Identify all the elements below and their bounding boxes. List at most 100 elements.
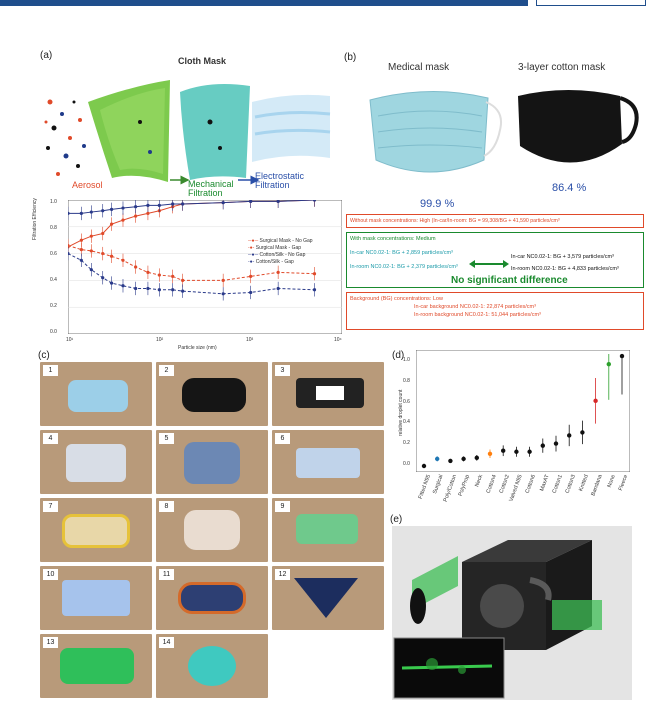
ear-loop <box>483 101 502 157</box>
data-point <box>134 214 138 218</box>
data-point <box>89 210 93 214</box>
data-point <box>276 286 280 291</box>
data-point <box>249 290 253 295</box>
mask-photo-9: 9 <box>272 498 384 562</box>
laser-sheet-right <box>552 600 602 630</box>
mask-photo-7: 7 <box>40 498 152 562</box>
x-tick-label: Cotton3 <box>564 474 577 495</box>
data-point <box>312 200 317 202</box>
data-point <box>171 202 175 206</box>
data-point <box>567 433 572 438</box>
data-point <box>171 274 175 278</box>
no-mask-box: Without mask concentrations: High (In-ca… <box>346 214 644 228</box>
data-point <box>221 292 225 296</box>
x-tick-label: MaxAT <box>538 474 551 493</box>
photo-number: 8 <box>159 501 174 512</box>
photo-number: 5 <box>159 433 174 444</box>
photo-number: 10 <box>43 569 58 580</box>
series-line-1 <box>68 245 315 281</box>
data-point <box>249 200 253 203</box>
panel-b-label: (b) <box>344 52 357 63</box>
data-point <box>146 211 150 215</box>
x-tick-label: Fleece <box>618 474 630 492</box>
background-title: Background (BG) concentrations: Low <box>350 296 443 302</box>
panel-a-label: (a) <box>40 50 53 61</box>
background-car: In-car background NC0.02-1: 22,874 parti… <box>414 304 536 310</box>
data-point <box>312 288 317 292</box>
with-mask-title: With mask concentrations: Medium <box>350 236 436 242</box>
header-bar <box>0 0 528 6</box>
background-room: In-room background NC0.02-1: 51,044 part… <box>414 312 541 318</box>
mask-photo-13: 13 <box>40 634 152 698</box>
medical-mask-body <box>369 90 489 173</box>
d-ytick-1: 0.8 <box>403 378 410 384</box>
cotton-mask-body <box>518 90 622 163</box>
data-point <box>619 353 625 359</box>
x-tick-label: None <box>606 474 617 489</box>
data-point <box>89 268 93 272</box>
d-ytick-4: 0.2 <box>403 440 410 446</box>
data-point <box>68 243 70 248</box>
mask-photo-3: 3 <box>272 362 384 426</box>
box-top <box>462 540 592 562</box>
data-point <box>79 238 83 242</box>
photo-number: 7 <box>43 501 58 512</box>
data-point <box>421 463 427 469</box>
panel-d-ylabel: relative droplet count <box>398 389 404 436</box>
a-ytick-5: 0.0 <box>50 329 57 335</box>
data-point <box>221 278 225 282</box>
mask-photo-2: 2 <box>156 362 268 426</box>
photo-number: 2 <box>159 365 174 376</box>
data-point <box>527 449 532 454</box>
cloth-mask-diagram <box>44 80 331 185</box>
data-point <box>68 252 70 256</box>
x-tick-label: Cotton4 <box>485 474 498 495</box>
photo-number: 14 <box>159 637 174 648</box>
data-point <box>501 448 506 453</box>
data-point <box>101 276 105 280</box>
data-point <box>101 231 105 236</box>
data-point <box>448 458 453 464</box>
double-arrow-icon <box>469 255 509 268</box>
x-tick-label: Poly/Cotton <box>442 474 459 503</box>
data-point <box>249 274 253 278</box>
chart-d-frame <box>416 350 630 472</box>
data-point <box>146 270 150 274</box>
data-point <box>121 206 125 210</box>
mask-photo-12: 12 <box>272 566 384 630</box>
data-point <box>134 265 138 269</box>
x-tick-label: PolyProp <box>457 474 472 498</box>
data-point <box>580 430 585 435</box>
data-point <box>474 455 479 461</box>
with-mask-car-cotton: In-car NC0.02-1: BG + 3,579 particles/cm… <box>511 254 614 260</box>
x-tick-label: Cotton6 <box>525 474 538 495</box>
with-mask-room-cotton: In-room NC0.02-1: BG + 4,833 particles/c… <box>511 266 619 272</box>
panel-c-label: (c) <box>38 350 50 361</box>
data-point <box>487 451 493 456</box>
chart-a-frame <box>68 200 342 334</box>
data-point <box>221 201 225 205</box>
cotton-mask-efficiency: 86.4 % <box>552 182 587 194</box>
data-point <box>79 211 83 215</box>
droplet-count-chart <box>416 350 630 472</box>
mask-photo-11: 11 <box>156 566 268 630</box>
x-tick-label: Knitted <box>578 474 591 493</box>
cotton-mask-title: 3-layer cotton mask <box>518 62 606 73</box>
mask-photo-6: 6 <box>272 430 384 494</box>
d-ytick-2: 0.6 <box>403 399 410 405</box>
data-point <box>89 249 93 253</box>
data-point <box>540 443 545 448</box>
data-point <box>181 278 185 282</box>
x-tick-label: Fitted N95 <box>417 474 432 500</box>
data-point <box>276 270 280 274</box>
data-point <box>134 205 138 209</box>
d-ytick-5: 0.0 <box>403 461 410 467</box>
background-box: Background (BG) concentrations: Low In-c… <box>346 292 644 330</box>
data-point <box>109 207 114 211</box>
data-point <box>593 398 598 404</box>
data-point <box>121 284 125 288</box>
medical-mask-efficiency: 99.9 % <box>420 198 455 210</box>
data-point <box>121 218 125 222</box>
data-point <box>312 272 317 276</box>
x-tick-label: Valved N95 <box>508 474 525 503</box>
